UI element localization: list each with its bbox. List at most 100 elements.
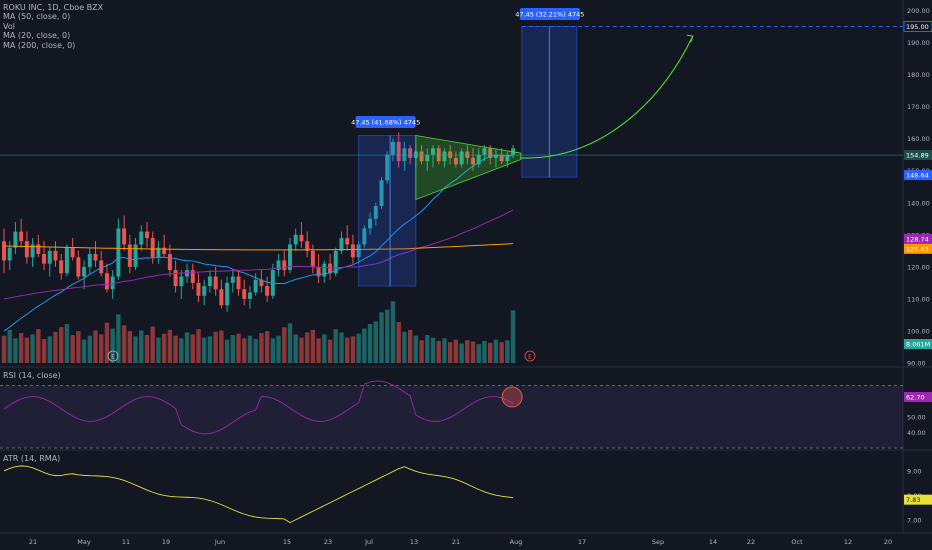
candles-group <box>2 132 516 312</box>
measure-label-bg <box>519 8 580 20</box>
time-axis-label: 20 <box>884 538 892 546</box>
volume-bar <box>276 335 281 363</box>
candle-body <box>505 154 510 162</box>
volume-bar <box>425 335 430 363</box>
candle-body <box>150 238 155 258</box>
candle-body <box>499 154 504 162</box>
volume-bar <box>436 340 441 363</box>
candle-body <box>265 286 270 296</box>
candle-body <box>379 180 384 206</box>
projection-arrow <box>520 35 694 159</box>
volume-bar <box>339 332 344 363</box>
volume-bar <box>213 331 218 363</box>
volume-bar <box>81 339 87 363</box>
volume-bar <box>41 338 47 363</box>
volume-bar <box>390 301 396 363</box>
volume-bar <box>224 339 230 363</box>
measure-label: 47.45 (41.68%) 4745 <box>351 119 420 127</box>
candle-body <box>493 154 498 158</box>
volume-bar <box>493 339 499 363</box>
candle-body <box>219 289 224 306</box>
candle-body <box>2 241 6 261</box>
candle-body <box>70 247 75 258</box>
candle-body <box>476 154 481 165</box>
volume-bar <box>407 329 413 363</box>
candle-body <box>362 228 367 245</box>
volume-bar <box>310 329 316 363</box>
volume-bar <box>93 330 98 363</box>
volume-bar <box>299 337 304 363</box>
candle-body <box>59 260 64 274</box>
volume-bar <box>13 338 18 363</box>
volume-bar <box>53 331 58 363</box>
price-marker-bg <box>904 243 932 254</box>
volume-bar <box>459 343 464 363</box>
time-axis-label: 22 <box>747 538 755 546</box>
atr-tick-label: 7.00 <box>907 517 921 525</box>
candle-body <box>305 241 310 251</box>
price-marker-label: 125.63 <box>906 245 929 253</box>
volume-bar <box>396 322 401 363</box>
candle-body <box>482 148 487 155</box>
candle-body <box>225 282 230 306</box>
candle-body <box>316 266 321 277</box>
time-axis-label: 19 <box>162 538 170 546</box>
candle-body <box>13 231 18 248</box>
price-tick-label: 140.00 <box>907 199 930 207</box>
legend-ma200: MA (200, close, 0) <box>3 40 76 50</box>
candle-body <box>425 154 430 162</box>
price-marker-bg <box>904 339 932 349</box>
volume-bar <box>59 327 64 363</box>
earnings-label: E <box>111 354 115 361</box>
volume-bar <box>1 335 7 363</box>
volume-bar <box>161 333 167 363</box>
candle-body <box>459 151 464 165</box>
chart-legend: ROKU INC, 1D, Cboe BZX MA (50, close, 0)… <box>3 3 103 50</box>
price-marker-label: 8.061M <box>906 341 930 349</box>
candle-body <box>442 151 447 162</box>
time-axis-label: 12 <box>844 538 852 546</box>
volume-bar <box>287 323 293 363</box>
candle-body <box>288 244 292 271</box>
candle-body <box>419 151 424 162</box>
candle-body <box>93 254 98 261</box>
price-tick-label: 200.00 <box>907 7 930 15</box>
time-axis-label: 15 <box>283 538 291 546</box>
volume-bar <box>7 329 12 363</box>
volume-bar <box>247 335 253 363</box>
candle-body <box>162 247 167 255</box>
atr-tick-label: 9.00 <box>907 467 921 475</box>
volume-bar <box>184 332 190 363</box>
volume-bar <box>488 342 493 363</box>
volume-bar <box>362 328 367 363</box>
candle-body <box>282 260 287 271</box>
candle-body <box>185 270 190 277</box>
candle-body <box>328 263 333 274</box>
legend-symbol: ROKU INC, 1D, Cboe BZX <box>3 3 104 12</box>
volume-bar <box>242 338 247 363</box>
volume-bar <box>470 341 476 363</box>
candle-body <box>207 276 212 287</box>
volume-bar <box>30 334 35 363</box>
candle-body <box>64 247 69 274</box>
candle-body <box>322 263 327 277</box>
volume-bar <box>453 339 459 363</box>
price-marker-bg <box>903 21 932 33</box>
candle-body <box>471 157 476 165</box>
volume-bar <box>465 340 470 363</box>
candle-body <box>133 244 138 267</box>
time-axis-label: 13 <box>410 538 418 546</box>
candle-body <box>253 279 258 293</box>
time-axis-label: Jun <box>214 538 225 546</box>
candle-body <box>196 282 201 296</box>
volume-bar <box>316 338 321 363</box>
volume-bar <box>373 321 378 363</box>
time-axis-label: Aug <box>510 538 523 546</box>
price-tick-label: 160.00 <box>907 135 930 143</box>
volume-bar <box>24 337 30 363</box>
volume-bar <box>253 338 258 363</box>
volume-bar <box>505 340 510 363</box>
volume-bar <box>139 330 144 363</box>
volume-bar <box>327 339 333 363</box>
